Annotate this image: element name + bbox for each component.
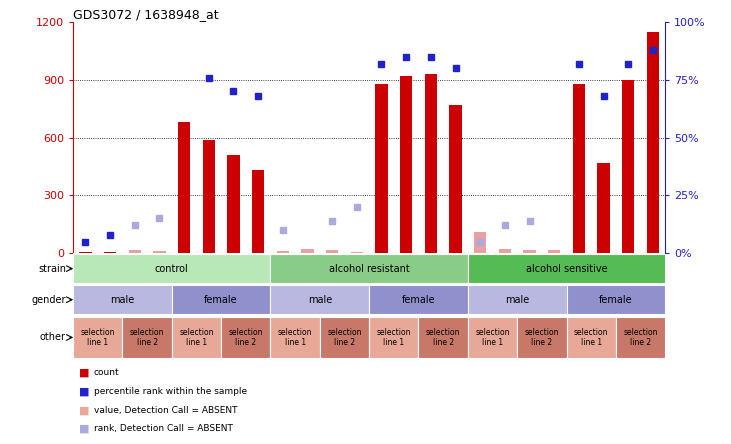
Text: percentile rank within the sample: percentile rank within the sample [94,387,246,396]
Text: other: other [40,333,66,342]
Bar [123,317,172,358]
Bar [597,163,610,253]
Bar [276,251,289,253]
Bar [79,252,91,253]
Bar [400,76,412,253]
Text: alcohol resistant: alcohol resistant [329,264,409,274]
Text: ■: ■ [79,405,89,415]
Bar [270,285,369,314]
Bar [567,317,616,358]
Text: male: male [505,295,529,305]
Bar [616,317,665,358]
Text: ■: ■ [79,387,89,396]
Bar [572,84,585,253]
Text: selection
line 2: selection line 2 [327,328,362,347]
Bar [172,285,270,314]
Bar [178,122,190,253]
Bar [270,254,468,283]
Text: selection
line 2: selection line 2 [525,328,559,347]
Text: selection
line 2: selection line 2 [624,328,658,347]
Text: selection
line 1: selection line 1 [574,328,608,347]
Text: value, Detection Call = ABSENT: value, Detection Call = ABSENT [94,406,237,415]
Bar [474,232,486,253]
Bar [518,317,567,358]
Bar [425,74,437,253]
Bar [523,250,536,253]
Text: control: control [155,264,189,274]
Bar [375,84,387,253]
Bar [499,249,511,253]
Bar [351,252,363,253]
Text: selection
line 1: selection line 1 [80,328,115,347]
Text: rank, Detection Call = ABSENT: rank, Detection Call = ABSENT [94,424,232,433]
Bar [73,317,123,358]
Bar [154,251,166,253]
Text: GDS3072 / 1638948_at: GDS3072 / 1638948_at [73,8,219,21]
Bar [567,285,665,314]
Text: selection
line 1: selection line 1 [475,328,510,347]
Bar [468,254,665,283]
Text: female: female [599,295,632,305]
Text: female: female [205,295,238,305]
Bar [326,250,338,253]
Text: selection
line 2: selection line 2 [426,328,461,347]
Bar [202,139,215,253]
Bar [252,170,265,253]
Bar [468,285,567,314]
Text: alcohol sensitive: alcohol sensitive [526,264,607,274]
Bar [320,317,369,358]
Bar [548,250,561,253]
Bar [104,252,116,253]
Text: count: count [94,369,119,377]
Bar [172,317,221,358]
Bar [418,317,468,358]
Bar [450,105,462,253]
Bar [129,250,141,253]
Bar [622,80,635,253]
Bar [647,32,659,253]
Text: ■: ■ [79,368,89,378]
Bar [221,317,270,358]
Text: male: male [110,295,135,305]
Bar [73,285,172,314]
Text: selection
line 1: selection line 1 [179,328,213,347]
Text: ■: ■ [79,424,89,434]
Bar [227,155,240,253]
Bar [369,317,419,358]
Text: selection
line 2: selection line 2 [130,328,164,347]
Bar [73,254,270,283]
Bar [301,249,314,253]
Bar [468,317,518,358]
Bar [270,317,320,358]
Text: strain: strain [38,264,66,274]
Text: selection
line 1: selection line 1 [278,328,312,347]
Text: female: female [402,295,435,305]
Bar [369,285,468,314]
Text: gender: gender [31,295,66,305]
Text: selection
line 2: selection line 2 [229,328,263,347]
Text: male: male [308,295,332,305]
Text: selection
line 1: selection line 1 [376,328,411,347]
